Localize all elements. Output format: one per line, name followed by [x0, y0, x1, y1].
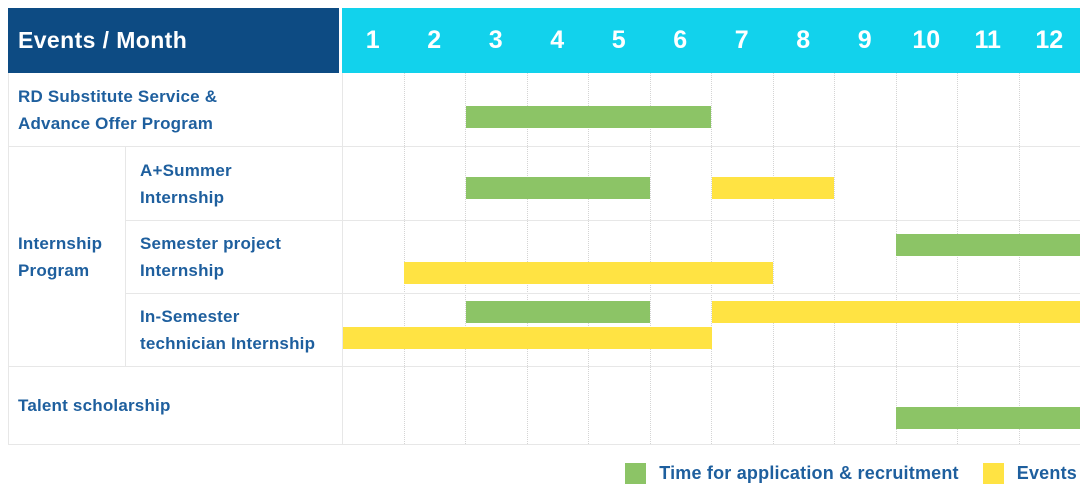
bar-line: [343, 327, 1080, 349]
row-chart-semester-project-internship: [343, 221, 1080, 293]
month-label: 1: [365, 26, 380, 54]
events-month-header-cell: Events / Month: [8, 8, 339, 73]
bar-line: [343, 301, 1080, 323]
bar-line: [343, 106, 1080, 128]
gantt-bar-application: [465, 301, 651, 323]
month-gridline: [1018, 73, 1080, 444]
month-label: 8: [796, 26, 811, 54]
row-label-line: In-Semester: [140, 307, 240, 326]
gantt-header: Events / Month 1 2 3 4 5 6 7 8 9 10 11 12: [8, 8, 1080, 73]
gantt-bar-application: [895, 234, 1080, 256]
gantt-bar-event: [343, 327, 712, 349]
row-label-line: Internship: [140, 261, 225, 280]
row-label-line: RD Substitute Service &: [18, 86, 218, 106]
bar-line: [343, 262, 1080, 284]
row-chart-rd-substitute: [343, 73, 1080, 146]
gantt-bar-application: [465, 177, 651, 199]
group-rows: A+Summer Internship Semester project Int…: [126, 147, 1080, 366]
row-label-line: Semester project: [140, 234, 282, 253]
gantt-bar-event: [711, 301, 1080, 323]
row-chart-talent-scholarship: [343, 367, 1080, 444]
month-label: 7: [734, 26, 749, 54]
row-label-line: technician Internship: [140, 334, 316, 353]
month-label: 2: [427, 26, 442, 54]
gantt-bar-event: [404, 262, 773, 284]
row-label-line: A+Summer: [140, 160, 232, 180]
month-header-row: 1 2 3 4 5 6 7 8 9 10 11 12: [342, 8, 1080, 73]
gantt-body: RD Substitute Service & Advance Offer Pr…: [8, 73, 1080, 445]
month-gridline: [403, 73, 466, 444]
row-a-summer-internship: A+Summer Internship: [126, 147, 1080, 220]
month-label: 4: [550, 26, 565, 54]
month-label: 12: [1035, 26, 1064, 54]
group-label-line: Program: [18, 260, 90, 280]
month-label: 3: [488, 26, 503, 54]
gantt-bar-application: [465, 106, 712, 128]
month-gridlines: [343, 73, 1080, 444]
row-talent-scholarship: Talent scholarship: [9, 366, 1080, 444]
month-gridline: [526, 73, 589, 444]
month-gridline: [957, 73, 1019, 444]
month-gridline: [895, 73, 958, 444]
row-label-line: Talent scholarship: [18, 396, 171, 415]
bar-line: [343, 177, 1080, 199]
gantt-chart: Events / Month 1 2 3 4 5 6 7 8 9 10 11 12 RD Substi…: [8, 8, 1080, 445]
month-gridline: [711, 73, 773, 444]
row-label-in-semester-technician-internship: In-Semester technician Internship: [126, 294, 343, 366]
row-chart-in-semester-technician-internship: [343, 294, 1080, 366]
month-gridline: [834, 73, 896, 444]
month-gridline: [588, 73, 650, 444]
legend: Time for application & recruitment Event…: [625, 463, 1077, 484]
month-label: 11: [974, 26, 1001, 54]
bar-line: [343, 407, 1080, 429]
legend-swatch-application-icon: [625, 463, 647, 484]
month-label: 5: [611, 26, 626, 54]
row-label-line: Advance Offer Program: [18, 113, 214, 133]
row-rd-substitute: RD Substitute Service & Advance Offer Pr…: [9, 73, 1080, 146]
month-gridline: [772, 73, 835, 444]
row-label-semester-project-internship: Semester project Internship: [126, 221, 343, 293]
month-label: 10: [912, 26, 941, 54]
group-label-internship-program: Internship Program: [9, 147, 126, 366]
month-label: 6: [673, 26, 688, 54]
legend-label-events: Events: [1016, 463, 1077, 483]
bar-line: [343, 234, 1080, 256]
row-label-line: Internship: [140, 187, 225, 207]
gantt-bar-event: [711, 177, 835, 199]
month-gridline: [465, 73, 527, 444]
group-internship-program: Internship Program A+Summer Internship S…: [9, 146, 1080, 366]
events-month-title: Events / Month: [18, 27, 188, 53]
row-chart-a-summer-internship: [343, 147, 1080, 220]
legend-label-application: Time for application & recruitment: [659, 463, 959, 483]
row-label-talent-scholarship: Talent scholarship: [9, 367, 343, 444]
row-semester-project-internship: Semester project Internship: [126, 220, 1080, 293]
group-label-line: Internship: [18, 233, 103, 253]
month-gridline: [649, 73, 712, 444]
gantt-bar-application: [895, 407, 1080, 429]
row-in-semester-technician-internship: In-Semester technician Internship: [126, 293, 1080, 366]
legend-swatch-events-icon: [982, 463, 1004, 484]
row-label-a-summer-internship: A+Summer Internship: [126, 147, 343, 220]
row-label-rd-substitute: RD Substitute Service & Advance Offer Pr…: [9, 73, 343, 146]
month-label: 9: [857, 26, 872, 54]
